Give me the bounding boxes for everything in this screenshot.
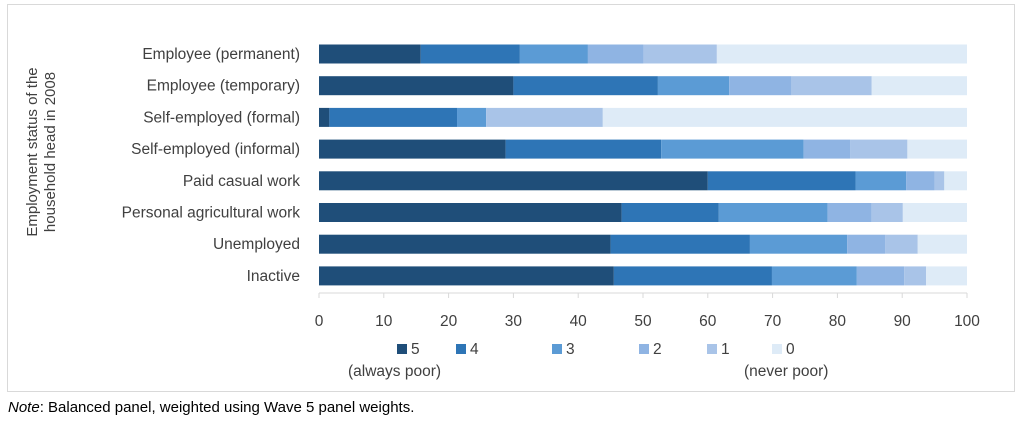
category-label: Self-employed (informal) [131, 141, 300, 158]
legend: 5 (always poor) 4 3 2 1 0 (never poor) [348, 341, 828, 380]
x-tick-label: 0 [315, 313, 324, 330]
bar-segment [621, 203, 719, 222]
legend-label: 3 [566, 341, 575, 358]
x-tick-label: 100 [954, 313, 980, 330]
bar-segment [319, 107, 330, 127]
category-label: Employee (temporary) [147, 78, 300, 95]
bar-segment [803, 139, 851, 159]
note-label: Note [8, 399, 40, 416]
x-axis: 0 10 20 30 40 50 60 70 80 90 100 [315, 292, 980, 330]
legend-label: 1 [721, 341, 730, 358]
legend-swatch [456, 344, 466, 354]
bar-segment [486, 107, 603, 127]
bar-segment [926, 266, 967, 286]
x-tick-label: 10 [375, 313, 393, 330]
bar-segment [729, 76, 792, 96]
chart-frame: Employment status of thehousehold head i… [7, 4, 1015, 392]
bar-segment [513, 76, 658, 96]
legend-swatch [397, 344, 407, 354]
bar-segment [319, 76, 514, 96]
x-tick-label: 70 [764, 313, 782, 330]
bar-segment [718, 203, 828, 222]
bar-segment [643, 44, 717, 64]
category-label: Employee (permanent) [142, 46, 300, 63]
x-tick-label: 90 [894, 313, 912, 330]
x-tick-label: 50 [634, 313, 652, 330]
y-axis-title: Employment status of thehousehold head i… [24, 67, 59, 236]
bar-segment [771, 266, 857, 286]
bar-segment [602, 107, 967, 127]
bar-segment [847, 234, 886, 254]
bar-segment [855, 171, 907, 191]
legend-label: 5 [411, 341, 420, 358]
legend-sublabel: (never poor) [744, 363, 828, 380]
bar-segment [827, 203, 872, 222]
x-tick-label: 30 [505, 313, 523, 330]
bar-segment [319, 171, 708, 191]
bar-segment [917, 234, 967, 254]
x-tick-label: 60 [699, 313, 717, 330]
bar-segment [505, 139, 662, 159]
y-axis-title-text: Employment status of thehousehold head i… [24, 67, 59, 236]
chart-note: Note: Balanced panel, weighted using Wav… [8, 399, 414, 416]
bar-segment [319, 139, 506, 159]
category-label: Self-employed (formal) [143, 109, 300, 126]
bar-segment [904, 266, 927, 286]
category-labels: Employee (permanent) Employee (temporary)… [122, 46, 301, 285]
bar-segment [319, 234, 611, 254]
bar-segment [716, 44, 967, 64]
bar-segment [885, 234, 918, 254]
x-tick-label: 20 [440, 313, 458, 330]
legend-label: 2 [653, 341, 662, 358]
bar-segment [613, 266, 772, 286]
bar-segment [906, 171, 935, 191]
category-label: Paid casual work [183, 173, 300, 190]
bar-segment [329, 107, 458, 127]
legend-swatch [707, 344, 717, 354]
bar-segment [944, 171, 967, 191]
bar-segment [850, 139, 908, 159]
bar-segment [319, 266, 614, 286]
bar-segment [871, 76, 967, 96]
bar-segment [856, 266, 905, 286]
category-label: Personal agricultural work [122, 205, 301, 222]
bar-segment [707, 171, 856, 191]
bars [319, 44, 967, 286]
x-tick-label: 80 [829, 313, 847, 330]
legend-label: 4 [470, 341, 479, 358]
bar-segment [657, 76, 730, 96]
bar-segment [420, 44, 520, 64]
bar-segment [934, 171, 945, 191]
legend-swatch [772, 344, 782, 354]
bar-segment [587, 44, 644, 64]
bar-segment [871, 203, 903, 222]
stacked-bar-chart: Employment status of thehousehold head i… [24, 44, 980, 380]
category-label: Inactive [247, 268, 300, 285]
x-tick-label: 40 [570, 313, 588, 330]
bar-segment [907, 139, 967, 159]
bar-segment [319, 44, 421, 64]
legend-sublabel: (always poor) [348, 363, 441, 380]
bar-segment [661, 139, 804, 159]
note-text: : Balanced panel, weighted using Wave 5 … [39, 399, 415, 416]
category-label: Unemployed [213, 236, 300, 253]
legend-swatch [552, 344, 562, 354]
bar-segment [749, 234, 848, 254]
bar-segment [457, 107, 487, 127]
legend-swatch [639, 344, 649, 354]
bar-segment [902, 203, 967, 222]
bar-segment [791, 76, 872, 96]
bar-segment [610, 234, 750, 254]
legend-label: 0 [786, 341, 795, 358]
bar-segment [319, 203, 622, 222]
bar-segment [519, 44, 588, 64]
